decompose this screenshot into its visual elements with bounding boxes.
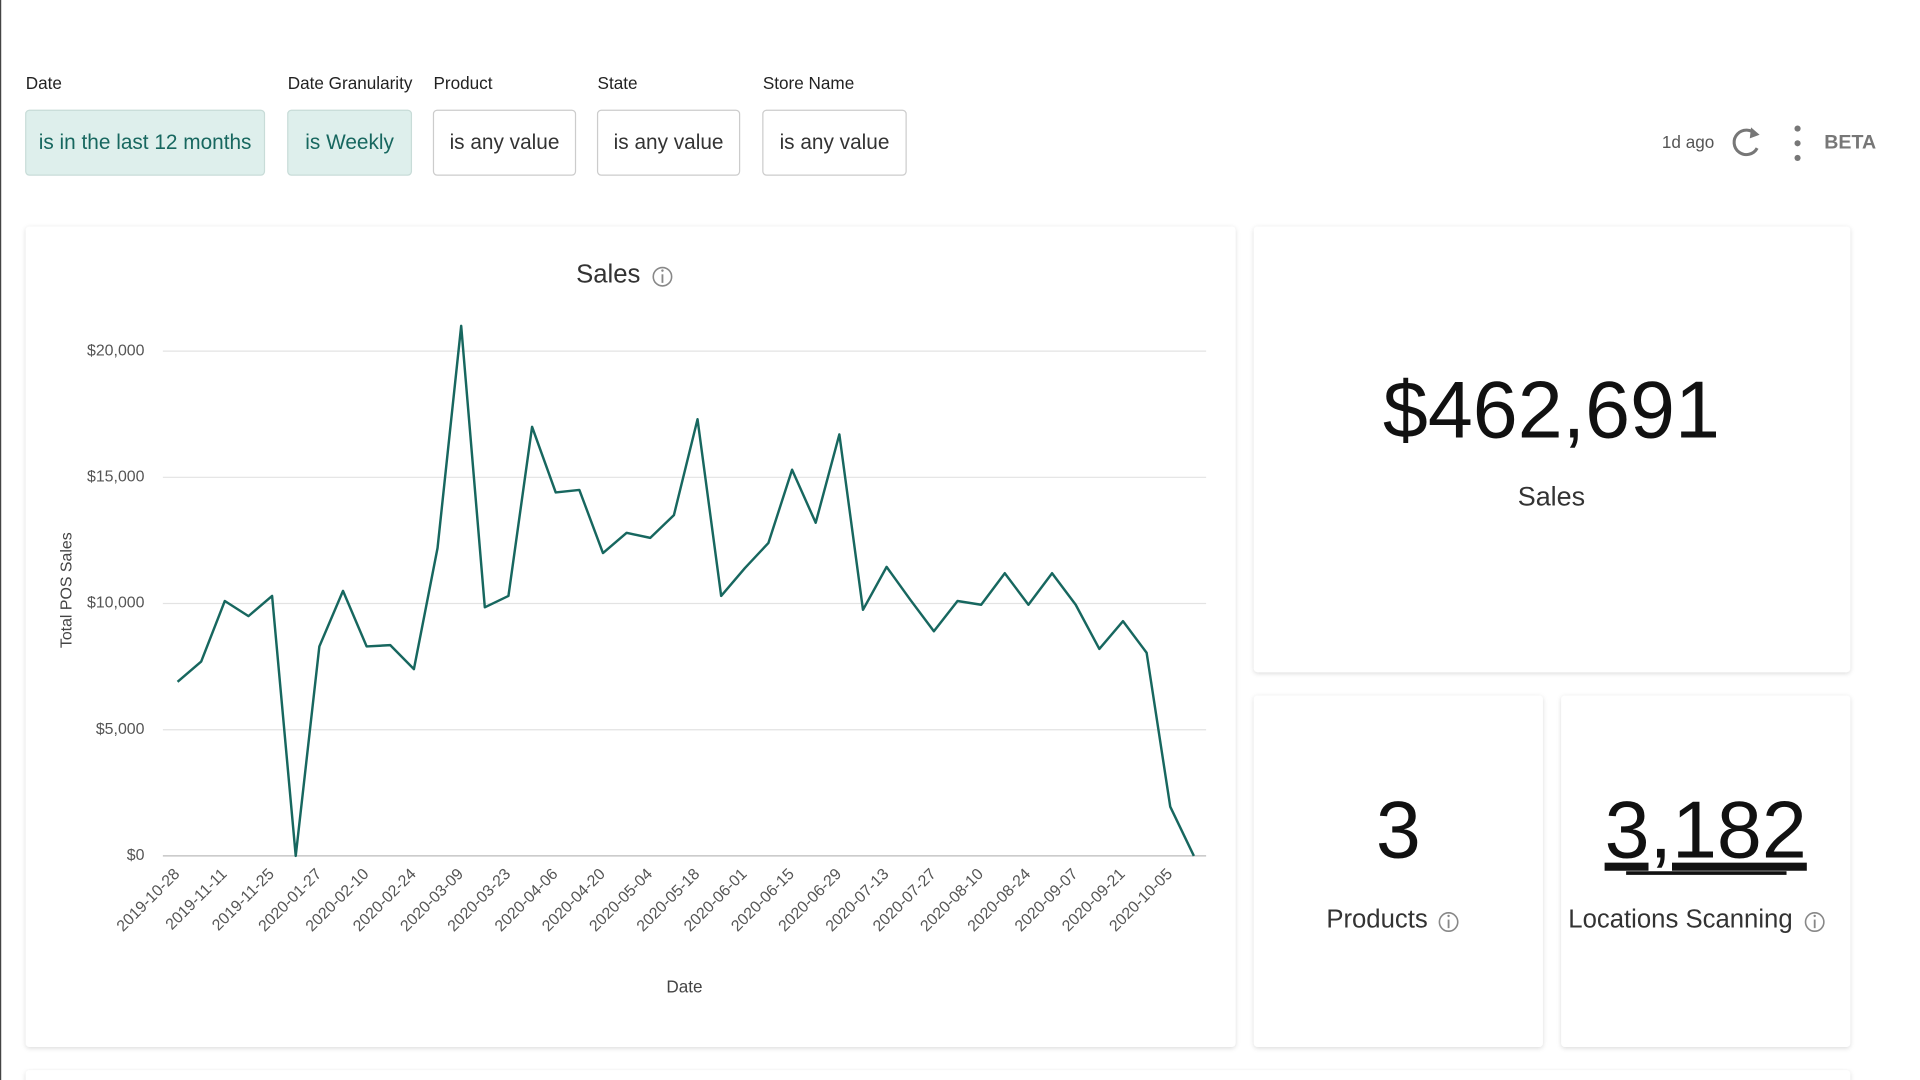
filter-label: State xyxy=(598,73,638,93)
refresh-icon[interactable] xyxy=(1732,128,1759,157)
filter-chip[interactable] xyxy=(25,109,266,176)
sales-line xyxy=(176,324,1195,858)
filter-chip[interactable] xyxy=(432,109,577,176)
filter-label: Store Name xyxy=(763,73,854,93)
info-icon[interactable] xyxy=(1804,912,1825,933)
kpi-value: 3 xyxy=(1376,786,1421,876)
y-tick-label: $15,000 xyxy=(87,469,145,486)
chart-card xyxy=(25,226,1236,1047)
y-tick-label: $20,000 xyxy=(87,342,145,359)
kpi-label: Products xyxy=(1326,906,1427,934)
filter-value[interactable]: is any value xyxy=(450,131,560,154)
filter-value[interactable]: is any value xyxy=(614,131,724,154)
filter-bar: Date Date Granularity Product State Stor… xyxy=(25,73,907,176)
filter-chip[interactable] xyxy=(287,109,413,176)
menu-button[interactable] xyxy=(1794,125,1801,162)
beta-badge: BETA xyxy=(1824,131,1876,153)
x-axis-title: Date xyxy=(666,977,702,997)
filter-chip[interactable] xyxy=(596,109,741,176)
y-tick-label: $0 xyxy=(127,847,145,864)
kpi-card xyxy=(1253,695,1543,1047)
filter-value[interactable]: is any value xyxy=(780,131,890,154)
kpi-card xyxy=(1253,226,1851,673)
kpi-value: $462,691 xyxy=(1383,366,1720,456)
kpi-label: Sales xyxy=(1518,481,1585,511)
info-icon[interactable] xyxy=(1438,912,1459,933)
menu-dot[interactable] xyxy=(1794,125,1801,132)
menu-dot[interactable] xyxy=(1794,154,1801,162)
filter-value[interactable]: is in the last 12 months xyxy=(39,131,252,154)
kpi-link[interactable]: 3,182 xyxy=(1605,786,1807,876)
refresh-arrow[interactable] xyxy=(1749,127,1760,139)
info-icon[interactable] xyxy=(652,266,673,287)
filter-label: Date xyxy=(26,73,62,93)
filter-label: Date Granularity xyxy=(288,73,413,93)
filter-chip[interactable] xyxy=(762,109,907,176)
y-axis-title: Total POS Sales xyxy=(59,532,76,648)
filter-label: Product xyxy=(433,73,492,93)
menu-dot[interactable] xyxy=(1794,140,1801,147)
refresh-button[interactable] xyxy=(1732,127,1760,157)
y-tick-label: $5,000 xyxy=(96,721,145,738)
chart-title: Sales xyxy=(576,260,640,288)
kpi-label: Locations Scanning xyxy=(1568,906,1792,934)
last-updated: 1d ago xyxy=(1662,132,1714,152)
y-tick-label: $10,000 xyxy=(87,595,145,612)
filter-value[interactable]: is Weekly xyxy=(305,131,394,154)
next-card xyxy=(25,1070,1851,1080)
